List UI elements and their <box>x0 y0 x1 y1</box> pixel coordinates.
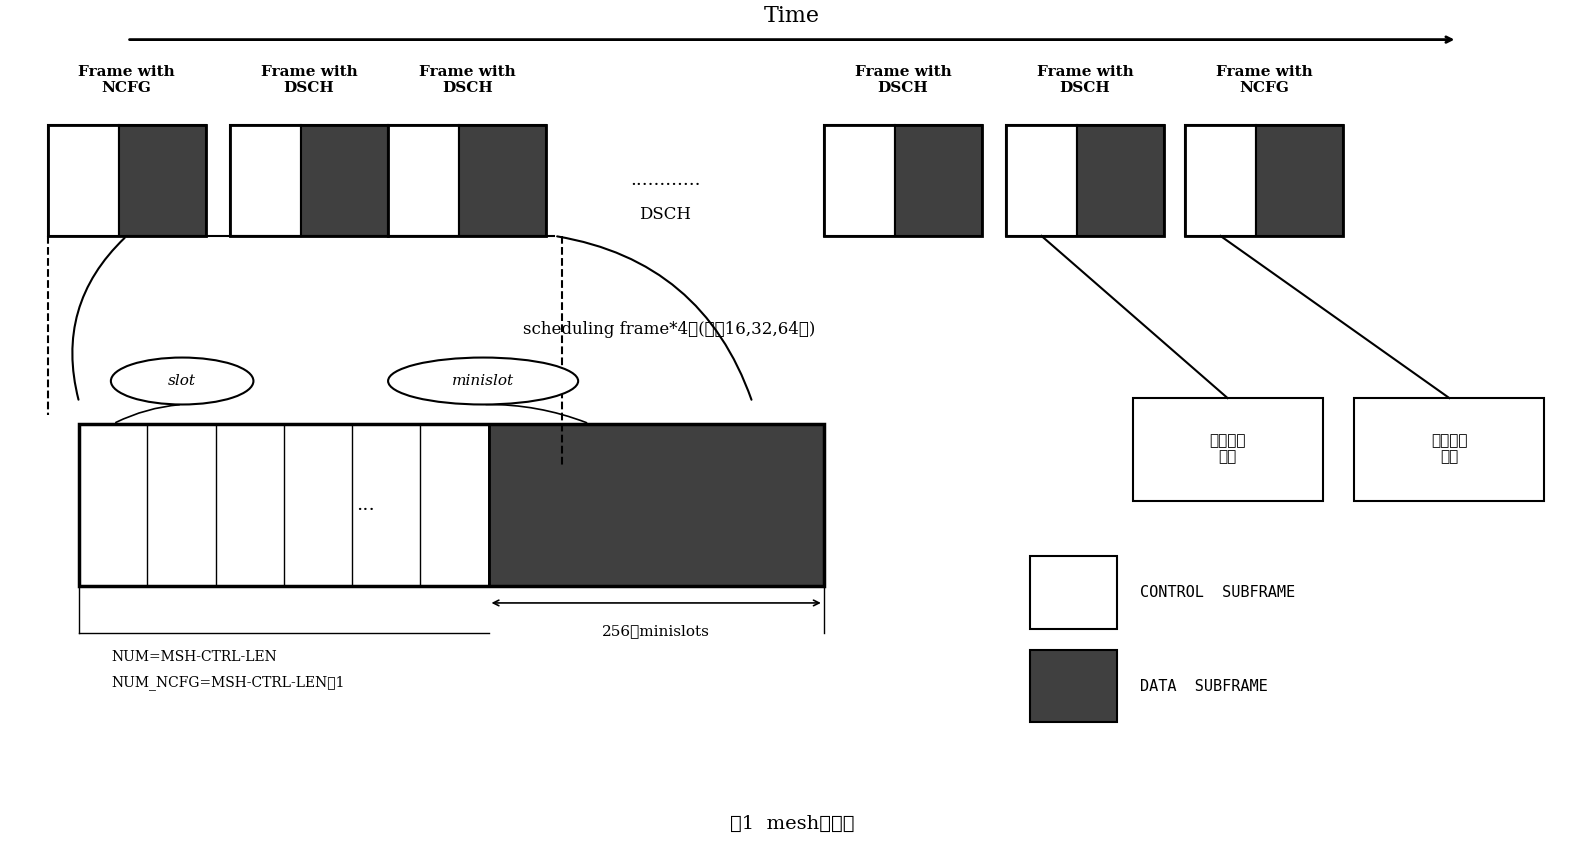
Text: minislot: minislot <box>451 374 515 388</box>
Text: Frame with
DSCH: Frame with DSCH <box>854 65 952 95</box>
Text: 图1  mesh帧结构: 图1 mesh帧结构 <box>730 815 854 833</box>
Text: Frame with
DSCH: Frame with DSCH <box>1036 65 1134 95</box>
FancyBboxPatch shape <box>459 125 546 236</box>
Text: scheduling frame*4个(可取16,32,64等): scheduling frame*4个(可取16,32,64等) <box>523 321 816 338</box>
FancyBboxPatch shape <box>1354 398 1544 501</box>
Text: DSCH: DSCH <box>640 206 691 223</box>
FancyBboxPatch shape <box>230 125 301 236</box>
Text: ...: ... <box>356 496 375 514</box>
FancyBboxPatch shape <box>824 125 895 236</box>
Text: DATA  SUBFRAME: DATA SUBFRAME <box>1140 679 1269 694</box>
Text: CONTROL  SUBFRAME: CONTROL SUBFRAME <box>1140 585 1296 600</box>
FancyBboxPatch shape <box>1006 125 1077 236</box>
FancyBboxPatch shape <box>1256 125 1343 236</box>
FancyBboxPatch shape <box>388 125 459 236</box>
Text: Frame with
NCFG: Frame with NCFG <box>1215 65 1313 95</box>
FancyBboxPatch shape <box>119 125 206 236</box>
FancyBboxPatch shape <box>301 125 388 236</box>
Text: slot: slot <box>168 374 196 388</box>
Text: 256个minislots: 256个minislots <box>602 624 710 638</box>
FancyBboxPatch shape <box>895 125 982 236</box>
Text: Frame with
NCFG: Frame with NCFG <box>78 65 176 95</box>
FancyBboxPatch shape <box>79 423 488 586</box>
Text: Time: Time <box>763 5 821 27</box>
Ellipse shape <box>388 357 578 405</box>
FancyBboxPatch shape <box>1030 556 1117 629</box>
Text: ............: ............ <box>630 172 700 190</box>
FancyBboxPatch shape <box>488 423 824 586</box>
Text: Frame with
DSCH: Frame with DSCH <box>260 65 358 95</box>
FancyBboxPatch shape <box>48 125 119 236</box>
Text: 调度控制
子帧: 调度控制 子帧 <box>1209 434 1247 465</box>
Text: Frame with
DSCH: Frame with DSCH <box>418 65 516 95</box>
Ellipse shape <box>111 357 253 405</box>
Text: 网络控制
子帧: 网络控制 子帧 <box>1430 434 1468 465</box>
FancyBboxPatch shape <box>1030 650 1117 722</box>
FancyBboxPatch shape <box>1133 398 1323 501</box>
FancyBboxPatch shape <box>1077 125 1164 236</box>
FancyBboxPatch shape <box>1185 125 1256 236</box>
Text: NUM_NCFG=MSH-CTRL-LEN－1: NUM_NCFG=MSH-CTRL-LEN－1 <box>111 675 344 691</box>
Text: NUM=MSH-CTRL-LEN: NUM=MSH-CTRL-LEN <box>111 650 277 664</box>
